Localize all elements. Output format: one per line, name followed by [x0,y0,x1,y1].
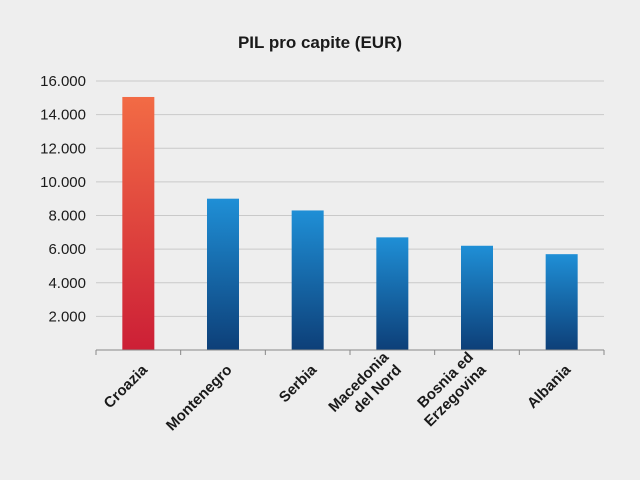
y-tick-label: 10.000 [40,174,86,191]
bars [122,96,578,350]
chart-title: PIL pro capite (EUR) [238,33,402,52]
y-tick-label: 12.000 [40,140,86,157]
x-tick-label: Serbia [276,361,321,406]
x-tick-label: Albania [524,361,575,412]
x-tick-label-line: Albania [524,361,575,412]
y-tick-label: 2.000 [48,308,86,325]
axes [95,349,605,355]
x-tick-label: Croazia [101,361,152,412]
x-tick-label: Montenegro [163,362,236,435]
x-tick-label: Macedoniadel Nord [325,348,405,428]
bar [461,245,493,350]
y-tick-label: 8.000 [48,208,86,225]
x-tick-label-line: Croazia [101,361,152,412]
gridlines [96,80,604,317]
y-tick-label: 4.000 [48,275,86,292]
x-tick-label-line: Montenegro [163,362,236,435]
bar [376,237,409,350]
bar [545,254,578,350]
x-tick-label-line: Serbia [276,361,321,406]
bar [122,96,155,350]
y-tick-labels: 2.000 4.000 6.000 8.000 10.000 12.000 14.000 16… [40,73,86,325]
bar [207,198,239,350]
x-tick-labels: Croazia Montenegro Serbia Macedoniadel Nord… [101,348,575,434]
x-tick-label: Bosnia edErzegovina [408,348,490,430]
y-tick-label: 14.000 [40,107,86,124]
y-tick-label: 6.000 [48,241,86,258]
y-tick-label: 16.000 [40,73,86,90]
bar [291,210,324,350]
